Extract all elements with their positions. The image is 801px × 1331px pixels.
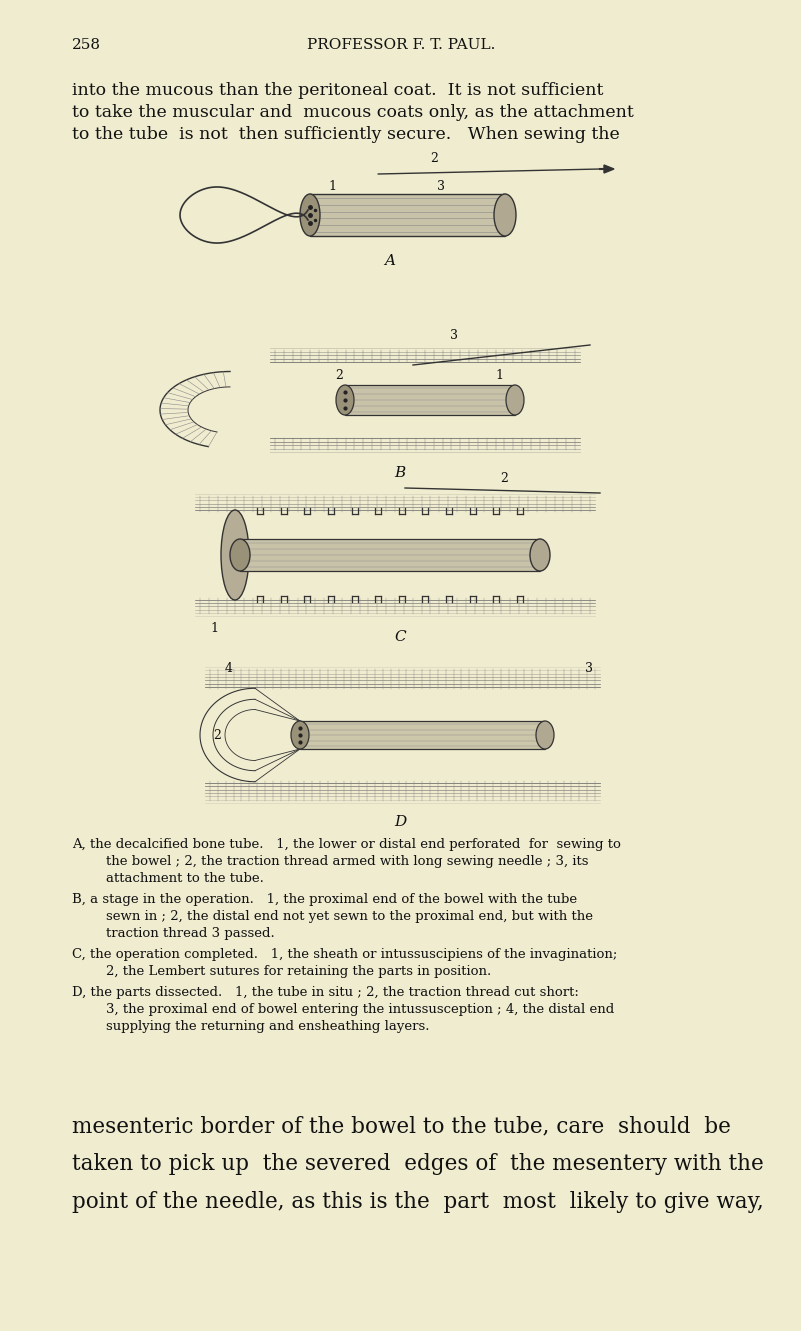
- Bar: [300, 721, 545, 749]
- Text: 1: 1: [270, 547, 278, 560]
- Text: 1: 1: [495, 369, 503, 382]
- Ellipse shape: [291, 721, 309, 749]
- Ellipse shape: [221, 510, 249, 600]
- Ellipse shape: [230, 539, 250, 571]
- Polygon shape: [604, 165, 614, 173]
- Text: D, the parts dissected.   1, the tube in situ ; 2, the traction thread cut short: D, the parts dissected. 1, the tube in s…: [72, 986, 579, 1000]
- Text: 4: 4: [225, 662, 233, 675]
- Text: 1: 1: [410, 729, 418, 741]
- Text: 3: 3: [437, 180, 445, 193]
- Text: D: D: [394, 815, 406, 829]
- Text: mesenteric border of the bowel to the tube, care  should  be: mesenteric border of the bowel to the tu…: [72, 1115, 731, 1137]
- Bar: [240, 539, 540, 571]
- Text: 3: 3: [585, 662, 593, 675]
- Bar: [345, 385, 515, 415]
- Text: into the mucous than the peritoneal coat.  It is not sufficient: into the mucous than the peritoneal coat…: [72, 83, 603, 98]
- Text: A: A: [384, 254, 396, 268]
- Text: A, the decalcified bone tube.   1, the lower or distal end perforated  for  sewi: A, the decalcified bone tube. 1, the low…: [72, 839, 621, 851]
- Text: to take the muscular and  mucous coats only, as the attachment: to take the muscular and mucous coats on…: [72, 104, 634, 121]
- Text: 2, the Lembert sutures for retaining the parts in position.: 2, the Lembert sutures for retaining the…: [72, 965, 491, 978]
- Ellipse shape: [336, 385, 354, 415]
- Text: 1: 1: [328, 180, 336, 193]
- Text: taken to pick up  the severed  edges of  the mesentery with the: taken to pick up the severed edges of th…: [72, 1153, 763, 1175]
- Ellipse shape: [536, 721, 554, 749]
- Text: 2: 2: [435, 547, 443, 560]
- Text: C, the operation completed.   1, the sheath or intussuscipiens of the invaginati: C, the operation completed. 1, the sheat…: [72, 948, 618, 961]
- Text: sewn in ; 2, the distal end not yet sewn to the proximal end, but with the: sewn in ; 2, the distal end not yet sewn…: [72, 910, 593, 922]
- Text: B, a stage in the operation.   1, the proximal end of the bowel with the tube: B, a stage in the operation. 1, the prox…: [72, 893, 578, 906]
- Text: 1: 1: [210, 622, 218, 635]
- Text: attachment to the tube.: attachment to the tube.: [72, 872, 264, 885]
- Text: 2: 2: [335, 369, 343, 382]
- Text: 3, the proximal end of bowel entering the intussusception ; 4, the distal end: 3, the proximal end of bowel entering th…: [72, 1004, 614, 1016]
- Ellipse shape: [300, 194, 320, 236]
- Text: traction thread 3 passed.: traction thread 3 passed.: [72, 926, 275, 940]
- Text: 3: 3: [450, 329, 458, 342]
- Text: PROFESSOR F. T. PAUL.: PROFESSOR F. T. PAUL.: [307, 39, 495, 52]
- Text: point of the needle, as this is the  part  most  likely to give way,: point of the needle, as this is the part…: [72, 1191, 763, 1213]
- Ellipse shape: [530, 539, 550, 571]
- Ellipse shape: [494, 194, 516, 236]
- Text: 258: 258: [72, 39, 101, 52]
- Text: B: B: [394, 466, 405, 480]
- Text: 2: 2: [430, 152, 438, 165]
- Text: the bowel ; 2, the traction thread armed with long sewing needle ; 3, its: the bowel ; 2, the traction thread armed…: [72, 855, 589, 868]
- Bar: [310, 194, 505, 236]
- Text: 2: 2: [500, 473, 508, 484]
- Text: 2: 2: [213, 729, 221, 741]
- Text: C: C: [394, 630, 406, 644]
- Text: to the tube  is not  then sufficiently secure.   When sewing the: to the tube is not then sufficiently sec…: [72, 126, 620, 142]
- Ellipse shape: [506, 385, 524, 415]
- Text: supplying the returning and ensheathing layers.: supplying the returning and ensheathing …: [72, 1020, 429, 1033]
